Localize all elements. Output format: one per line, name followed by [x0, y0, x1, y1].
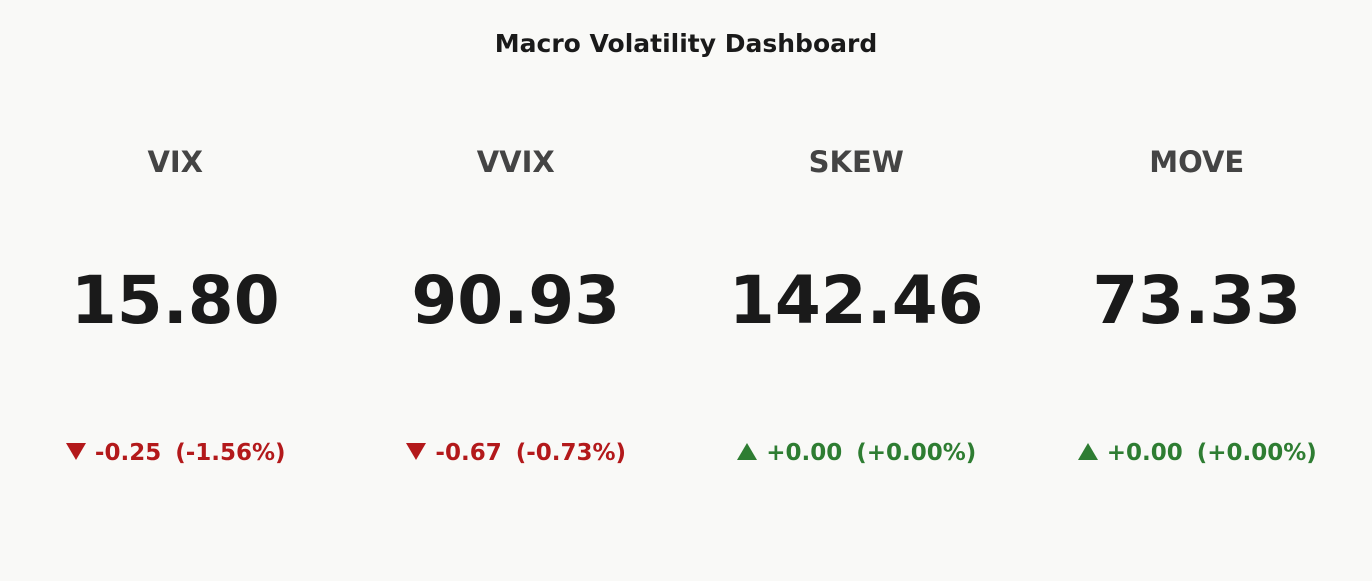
- direction-arrow: [737, 443, 758, 460]
- indicator-change: +0.00 (+0.00%): [686, 440, 1027, 466]
- indicator-value: 15.80: [70, 262, 280, 339]
- change-abs: +0.00: [1106, 440, 1183, 466]
- cards: VIX 15.80 -0.25 (-1.56%) VVIX 90.93 -0.67 (-0.7…: [5, 0, 1367, 581]
- change-abs: +0.00: [766, 440, 843, 466]
- direction-arrow: [1077, 443, 1098, 460]
- arrow-shape: [65, 443, 86, 460]
- change-pct: (-1.56%): [175, 440, 286, 466]
- change-pct: (+0.00%): [1196, 440, 1317, 466]
- indicator-label: SKEW: [808, 145, 904, 179]
- indicator-label: VVIX: [476, 145, 555, 179]
- indicator-card: MOVE 73.33 +0.00 (+0.00%): [1027, 0, 1368, 581]
- indicator-change: -0.25 (-1.56%): [5, 440, 346, 466]
- direction-arrow: [406, 443, 427, 460]
- indicator-value: 73.33: [1092, 262, 1302, 339]
- indicator-change: -0.67 (-0.73%): [346, 440, 687, 466]
- indicator-card: VIX 15.80 -0.25 (-1.56%): [5, 0, 346, 581]
- change-abs: -0.25: [94, 440, 162, 466]
- dashboard-title: Macro Volatility Dashboard: [494, 29, 878, 58]
- change-abs: -0.67: [435, 440, 502, 466]
- direction-arrow: [65, 443, 86, 460]
- indicator-value: 90.93: [411, 262, 621, 339]
- arrow-shape: [1077, 443, 1098, 460]
- indicator-label: MOVE: [1149, 145, 1245, 179]
- indicator-card: SKEW 142.46 +0.00 (+0.00%): [686, 0, 1027, 581]
- indicator-card: VVIX 90.93 -0.67 (-0.73%): [346, 0, 687, 581]
- arrow-shape: [737, 443, 758, 460]
- indicator-change: +0.00 (+0.00%): [1027, 440, 1368, 466]
- indicator-value: 142.46: [728, 262, 984, 339]
- change-pct: (+0.00%): [856, 440, 977, 466]
- change-pct: (-0.73%): [515, 440, 627, 466]
- indicator-label: VIX: [147, 145, 204, 179]
- arrow-shape: [406, 443, 427, 460]
